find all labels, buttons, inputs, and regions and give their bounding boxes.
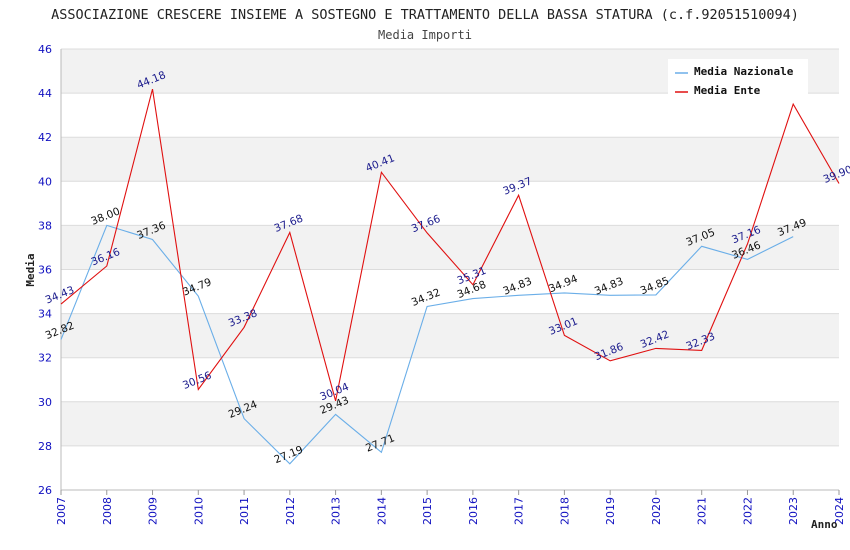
x-tick-label: 2008 [101, 497, 114, 525]
legend-label-nazionale: Media Nazionale [694, 65, 794, 78]
y-axis-label: Media [24, 253, 37, 286]
x-tick-label: 2009 [147, 497, 160, 525]
background-band [61, 137, 839, 182]
data-label-ente: 30.56 [181, 369, 214, 392]
legend: Media Nazionale Media Ente [668, 59, 808, 100]
y-tick-label: 26 [38, 484, 52, 497]
x-tick-label: 2010 [192, 497, 205, 525]
data-label-ente: 34.43 [44, 284, 76, 306]
y-tick-label: 40 [38, 175, 52, 188]
chart-title: ASSOCIAZIONE CRESCERE INSIEME A SOSTEGNO… [51, 7, 799, 23]
x-tick-label: 2007 [55, 497, 68, 525]
x-tick-label: 2019 [604, 497, 617, 525]
x-tick-label: 2011 [238, 497, 251, 525]
x-axis-label: Anno [811, 518, 838, 531]
legend-box [668, 59, 808, 100]
x-tick-label: 2018 [558, 497, 571, 525]
data-label-nazionale: 34.85 [639, 275, 671, 297]
background-band [61, 401, 839, 446]
x-tick-label: 2020 [650, 497, 663, 525]
x-tick-label: 2021 [696, 497, 709, 525]
x-tick-label: 2014 [375, 497, 388, 525]
y-tick-label: 46 [38, 43, 52, 56]
data-label-nazionale: 34.32 [410, 287, 442, 309]
series-lines [60, 88, 840, 465]
x-tick-labels: 2007 2008 2009 2010 2011 2012 2013 2014 2015 2016… [55, 497, 846, 525]
data-label-nazionale: 34.83 [593, 275, 625, 297]
x-tick-label: 2024 [833, 497, 846, 525]
y-tick-label: 28 [38, 440, 52, 453]
plot-background-bands [61, 49, 839, 446]
legend-label-ente: Media Ente [694, 84, 761, 97]
y-tick-label: 38 [38, 219, 52, 232]
background-band [61, 313, 839, 358]
x-tick-label: 2013 [330, 497, 343, 525]
x-tick-label: 2015 [421, 497, 434, 525]
y-tick-labels: 26 28 30 32 34 36 38 40 42 44 46 [38, 43, 52, 497]
background-band [61, 225, 839, 270]
x-tick-label: 2022 [741, 497, 754, 525]
series-line-ente [60, 88, 840, 402]
x-tick-label: 2016 [467, 497, 480, 525]
y-tick-label: 32 [38, 352, 52, 365]
x-tick-label: 2012 [284, 497, 297, 525]
y-tick-label: 34 [38, 308, 52, 321]
y-tick-label: 36 [38, 264, 52, 277]
series-line-nazionale [60, 224, 794, 465]
y-tick-label: 30 [38, 396, 52, 409]
y-tick-label: 42 [38, 131, 52, 144]
x-tick-label: 2017 [513, 497, 526, 525]
axes [60, 49, 840, 495]
data-label-nazionale: 34.94 [547, 273, 580, 296]
y-tick-label: 44 [38, 87, 52, 100]
x-tick-label: 2023 [787, 497, 800, 525]
chart-subtitle: Media Importi [378, 28, 472, 42]
